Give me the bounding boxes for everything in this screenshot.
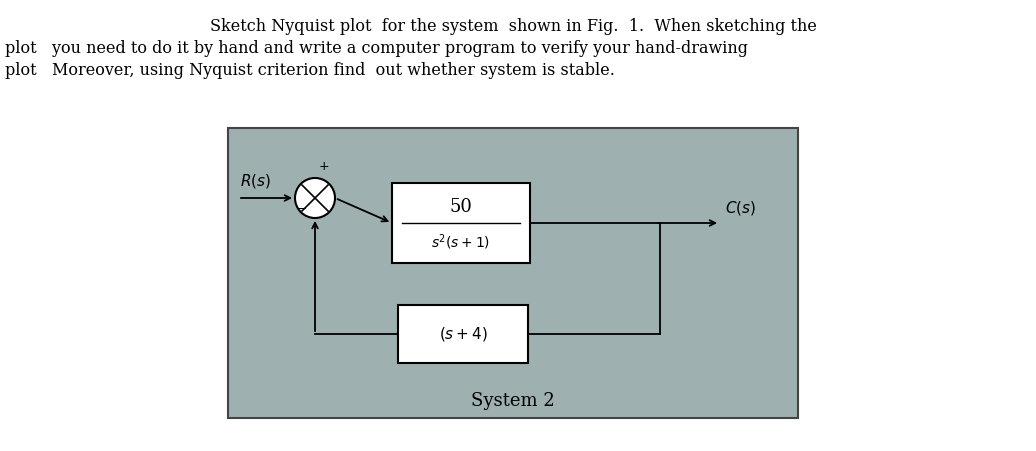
- Text: $C(s)$: $C(s)$: [725, 199, 756, 217]
- Text: System 2: System 2: [471, 392, 555, 410]
- Text: +: +: [319, 160, 329, 173]
- Text: Sketch Nyquist plot  for the system  shown in Fig.  1.  When sketching the: Sketch Nyquist plot for the system shown…: [210, 18, 816, 35]
- Bar: [392, 183, 530, 263]
- Text: plot   Moreover, using Nyquist criterion find  out whether system is stable.: plot Moreover, using Nyquist criterion f…: [5, 62, 615, 79]
- Circle shape: [295, 178, 335, 218]
- Text: plot   you need to do it by hand and write a computer program to verify your han: plot you need to do it by hand and write…: [5, 40, 748, 57]
- Bar: [398, 305, 528, 363]
- Text: $s^2(s + 1)$: $s^2(s + 1)$: [431, 232, 491, 252]
- Bar: [228, 128, 798, 418]
- Text: 50: 50: [450, 198, 472, 216]
- Text: $R(s)$: $R(s)$: [240, 172, 271, 190]
- Text: $(s + 4)$: $(s + 4)$: [438, 325, 488, 343]
- Text: −: −: [297, 203, 308, 216]
